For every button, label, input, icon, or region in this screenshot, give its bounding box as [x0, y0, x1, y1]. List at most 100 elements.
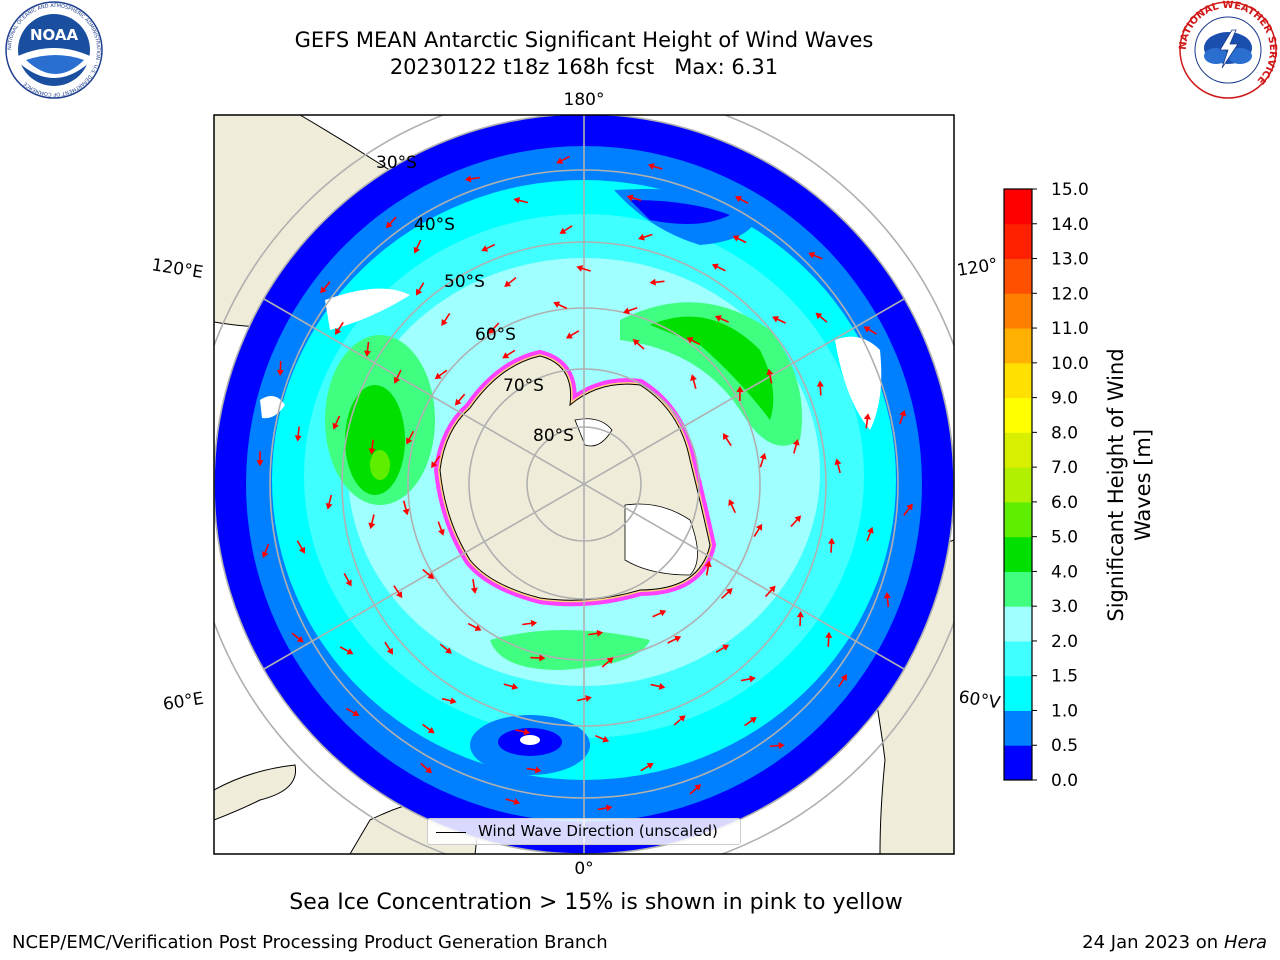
wind-wave-arrow — [863, 413, 871, 429]
wind-wave-arrow — [595, 734, 610, 743]
wind-wave-arrow — [526, 766, 542, 774]
wind-wave-arrow — [503, 683, 519, 690]
colorbar-segment — [1004, 258, 1032, 294]
wind-wave-arrow — [339, 646, 354, 655]
colorbar-tick-label: 11.0 — [1051, 319, 1089, 339]
wind-wave-arrow — [256, 451, 264, 467]
colorbar-tick-label: 0.0 — [1051, 771, 1078, 791]
wind-wave-arrow — [530, 654, 546, 662]
wind-wave-arrow — [690, 374, 697, 389]
wind-wave-arrow — [601, 657, 614, 668]
legend-line-swatch — [436, 832, 466, 833]
wind-wave-arrow — [883, 592, 891, 608]
wind-wave-arrow — [296, 540, 305, 554]
wind-wave-arrow — [384, 641, 394, 655]
footer-date-text: 24 Jan 2023 on — [1082, 932, 1224, 953]
wind-wave-arrow — [416, 282, 425, 296]
nws-logo-icon: NATIONAL WEATHER SERVICE — [1178, 0, 1278, 99]
meridian-label-0: 0° — [574, 859, 593, 879]
colorbar-segment — [1004, 710, 1032, 746]
wind-wave-arrow — [368, 514, 376, 530]
colorbar-segment — [1004, 189, 1032, 225]
wind-wave-arrow — [815, 312, 828, 323]
lat-label-40s: 40°S — [414, 215, 455, 235]
wind-wave-arrow — [515, 728, 531, 736]
meridian-label-120e: 120°E — [150, 255, 204, 283]
wind-wave-arrows — [256, 155, 913, 812]
colorbar-segment — [1004, 745, 1032, 781]
wind-wave-arrow — [276, 360, 284, 376]
colorbar-tick-label: 2.0 — [1051, 632, 1078, 652]
colorbar-segment — [1004, 432, 1032, 468]
wind-wave-arrow — [488, 322, 500, 334]
colorbar-tick-label: 15.0 — [1051, 180, 1089, 200]
wind-wave-arrow — [588, 629, 604, 637]
lat-label-30s: 30°S — [376, 153, 417, 173]
wind-wave-arrow — [808, 251, 823, 260]
wind-wave-arrow — [522, 619, 538, 627]
wind-wave-arrow — [721, 588, 733, 599]
wind-wave-arrow — [740, 675, 756, 683]
wind-wave-arrow — [454, 393, 466, 406]
colorbar-tick-label: 1.5 — [1051, 667, 1078, 687]
wind-wave-arrow — [650, 682, 666, 690]
colorbar-segment — [1004, 640, 1032, 677]
wind-wave-arrow — [899, 409, 907, 425]
colorbar-segment — [1004, 675, 1032, 711]
wind-wave-arrow — [638, 233, 653, 241]
lat-label-70s: 70°S — [503, 376, 544, 396]
colorbar-tick-label: 12.0 — [1051, 284, 1089, 304]
wind-wave-arrow — [863, 326, 877, 335]
wind-wave-arrow — [502, 349, 516, 359]
wind-wave-arrow — [441, 313, 451, 326]
colorbar-segment — [1004, 467, 1032, 503]
colorbar-tick-label: 4.0 — [1051, 562, 1078, 582]
footer-branch: NCEP/EMC/Verification Post Processing Pr… — [12, 932, 608, 953]
wind-wave-arrow — [439, 643, 452, 654]
colorbar-tick-label: 13.0 — [1051, 250, 1089, 270]
wind-wave-arrow — [764, 585, 776, 598]
lat-label-80s: 80°S — [533, 426, 574, 446]
wind-wave-arrow — [368, 439, 376, 455]
colorbar-tick-label: 7.0 — [1051, 458, 1078, 478]
wind-wave-arrow — [513, 197, 529, 204]
wind-wave-arrow — [903, 503, 913, 516]
colorbar: 0.0 0.5 1.0 1.5 2.0 3.0 4.0 5.0 6.0 7.0 8.0 9.0 10.0… — [1003, 180, 1089, 791]
wind-wave-arrow — [467, 622, 482, 631]
colorbar-tick-label: 0.5 — [1051, 736, 1078, 756]
noaa-logo-icon: NOAA NATIONAL OCEANIC AND ATMOSPHERIC AD… — [5, 1, 103, 99]
noaa-text: NOAA — [30, 26, 79, 44]
colorbar-tick-label: 1.0 — [1051, 701, 1078, 721]
wind-wave-arrow — [320, 281, 331, 294]
wind-wave-arrow — [728, 499, 736, 514]
wind-wave-arrow — [291, 632, 304, 643]
wind-wave-arrow — [792, 438, 800, 454]
colorbar-segment — [1004, 293, 1032, 329]
colorbar-label-line1: Significant Height of Wind — [1104, 348, 1128, 621]
wind-wave-arrow — [422, 568, 435, 580]
lat-label-50s: 50°S — [444, 272, 485, 292]
colorbar-segment — [1004, 571, 1032, 607]
wind-wave-arrow — [732, 235, 747, 244]
graticule — [214, 115, 954, 854]
wind-wave-arrow — [828, 537, 836, 553]
wind-wave-arrow — [343, 572, 352, 587]
wind-wave-arrow — [759, 452, 767, 468]
footer-host: Hera — [1223, 932, 1267, 953]
colorbar-tick-label: 5.0 — [1051, 528, 1078, 548]
wind-wave-arrow — [345, 707, 360, 717]
wind-wave-arrow — [441, 697, 457, 705]
wind-wave-arrow — [565, 330, 580, 339]
wind-wave-arrow — [866, 526, 874, 542]
wind-wave-arrow — [597, 804, 613, 812]
footer-date: 24 Jan 2023 on Hera — [1082, 932, 1267, 953]
colorbar-tick-label: 3.0 — [1051, 597, 1078, 617]
wind-wave-arrow — [504, 277, 517, 287]
wind-wave-arrow — [632, 339, 645, 350]
wind-wave-arrow — [437, 521, 445, 536]
wind-wave-arrow — [736, 386, 744, 402]
colorbar-segment — [1004, 362, 1032, 399]
wind-wave-arrow — [626, 194, 642, 202]
chart-subtitle: 20230122 t18z 168h fcst Max: 6.31 — [389, 55, 779, 79]
